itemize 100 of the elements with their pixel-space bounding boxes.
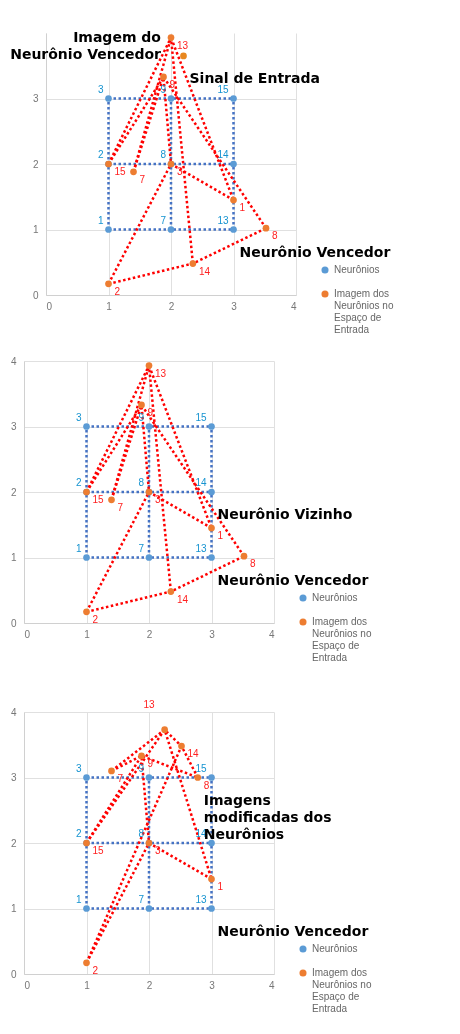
annotation: 9 [147,757,154,769]
point [208,839,215,847]
point [208,524,215,532]
annotation: 3 [155,845,161,856]
y-tick-label: 4 [10,706,17,718]
annotation: 2 [75,477,82,488]
point [145,905,153,912]
x-tick-label: 0 [24,628,31,640]
annotation: Neurônio Vizinho [217,506,353,522]
annotation: 3 [97,83,104,95]
annotation: 3 [155,494,161,505]
x-tick-label: 4 [268,628,275,640]
annotation: 14 [217,149,229,160]
annotation: Sinal de Entrada [189,69,320,86]
annotation: 9 [138,411,145,423]
annotation: 8 [160,149,167,160]
x-tick-label: 2 [168,300,175,312]
annotation: 8 [272,230,278,242]
annotation: 15 [217,83,229,95]
legend-label: Neurônios [312,592,358,603]
x-tick-label: 3 [209,979,216,991]
y-tick-label: 2 [32,158,39,170]
x-tick-label: 3 [231,300,238,312]
annotation: 8 [203,779,210,791]
annotation: 1 [97,214,104,226]
legend-label: Imagem dos Neurônios no Espaço de Entrada [312,967,372,1014]
annotation: 13 [155,367,167,379]
x-tick-label: 1 [84,628,91,640]
point [189,260,197,267]
legend-label: Neurônios [312,943,358,954]
annotation: 2 [92,613,99,625]
y-tick-label: 0 [10,617,17,629]
annotation: 9 [138,762,145,774]
annotation: 14 [198,265,211,277]
annotation: 15 [195,411,207,423]
annotation: 7 [160,214,167,226]
legend-label: Imagem dos Neurônios no Espaço de Entrada [334,288,394,335]
point [230,95,237,102]
y-tick-label: 2 [10,486,17,498]
y-tick-label: 0 [32,289,39,301]
annotation: 9 [147,406,154,418]
annotation: 14 [176,593,189,605]
annotation: 1 [75,893,82,905]
annotation: 7 [117,501,124,513]
x-tick-label: 4 [290,300,297,312]
point [83,959,90,967]
annotation: 1 [217,881,224,893]
annotation: 9 [169,78,176,90]
annotation: 7 [138,893,145,905]
annotation: Neurônio Vencedor [217,922,369,939]
annotation: 8 [138,477,145,488]
annotation: 2 [114,285,121,297]
annotation: 13 [217,214,229,226]
x-tick-label: 2 [146,628,153,640]
point [230,160,237,168]
point [167,588,175,595]
annotation: 8 [138,828,145,839]
annotation: 9 [160,83,167,95]
x-tick-label: 4 [268,979,275,991]
point [105,280,112,288]
annotation: 8 [250,558,256,570]
legend-label: Neurônios [334,264,380,275]
annotation: 15 [114,166,127,177]
annotation: 2 [92,964,99,976]
point [145,554,153,561]
annotation: Imagem do Neurônio Vencedor [10,28,162,62]
annotation: 1 [239,202,246,214]
x-tick-label: 1 [84,979,91,991]
y-tick-label: 1 [10,552,17,563]
y-tick-label: 3 [32,93,39,104]
annotation: 14 [187,748,200,760]
annotation: 3 [177,166,183,177]
annotation: 15 [195,762,207,774]
point [145,362,153,369]
y-tick-label: 3 [10,421,17,432]
point [208,554,215,561]
annotation: 1 [217,530,224,542]
point [178,742,185,750]
y-tick-label: 4 [10,355,17,367]
annotation: 3 [75,762,82,774]
legend-label: Imagem dos Neurônios no Espaço de Entrada [312,616,372,663]
point [240,552,248,560]
annotation: 7 [139,173,146,185]
annotation: 13 [195,542,207,554]
y-tick-label: 3 [10,772,17,783]
x-tick-label: 3 [209,628,216,640]
point [83,554,90,561]
x-tick-label: 0 [24,979,31,991]
point [208,488,215,496]
annotation: Neurônio Vencedor [239,243,391,260]
point [161,726,168,734]
point [167,226,175,233]
point [167,34,175,41]
annotation: 13 [177,39,189,51]
annotation: 15 [92,494,105,505]
x-tick-label: 1 [106,300,113,312]
annotation: 7 [138,542,145,554]
point [208,905,215,912]
point [180,52,187,60]
annotation: 14 [195,477,207,488]
